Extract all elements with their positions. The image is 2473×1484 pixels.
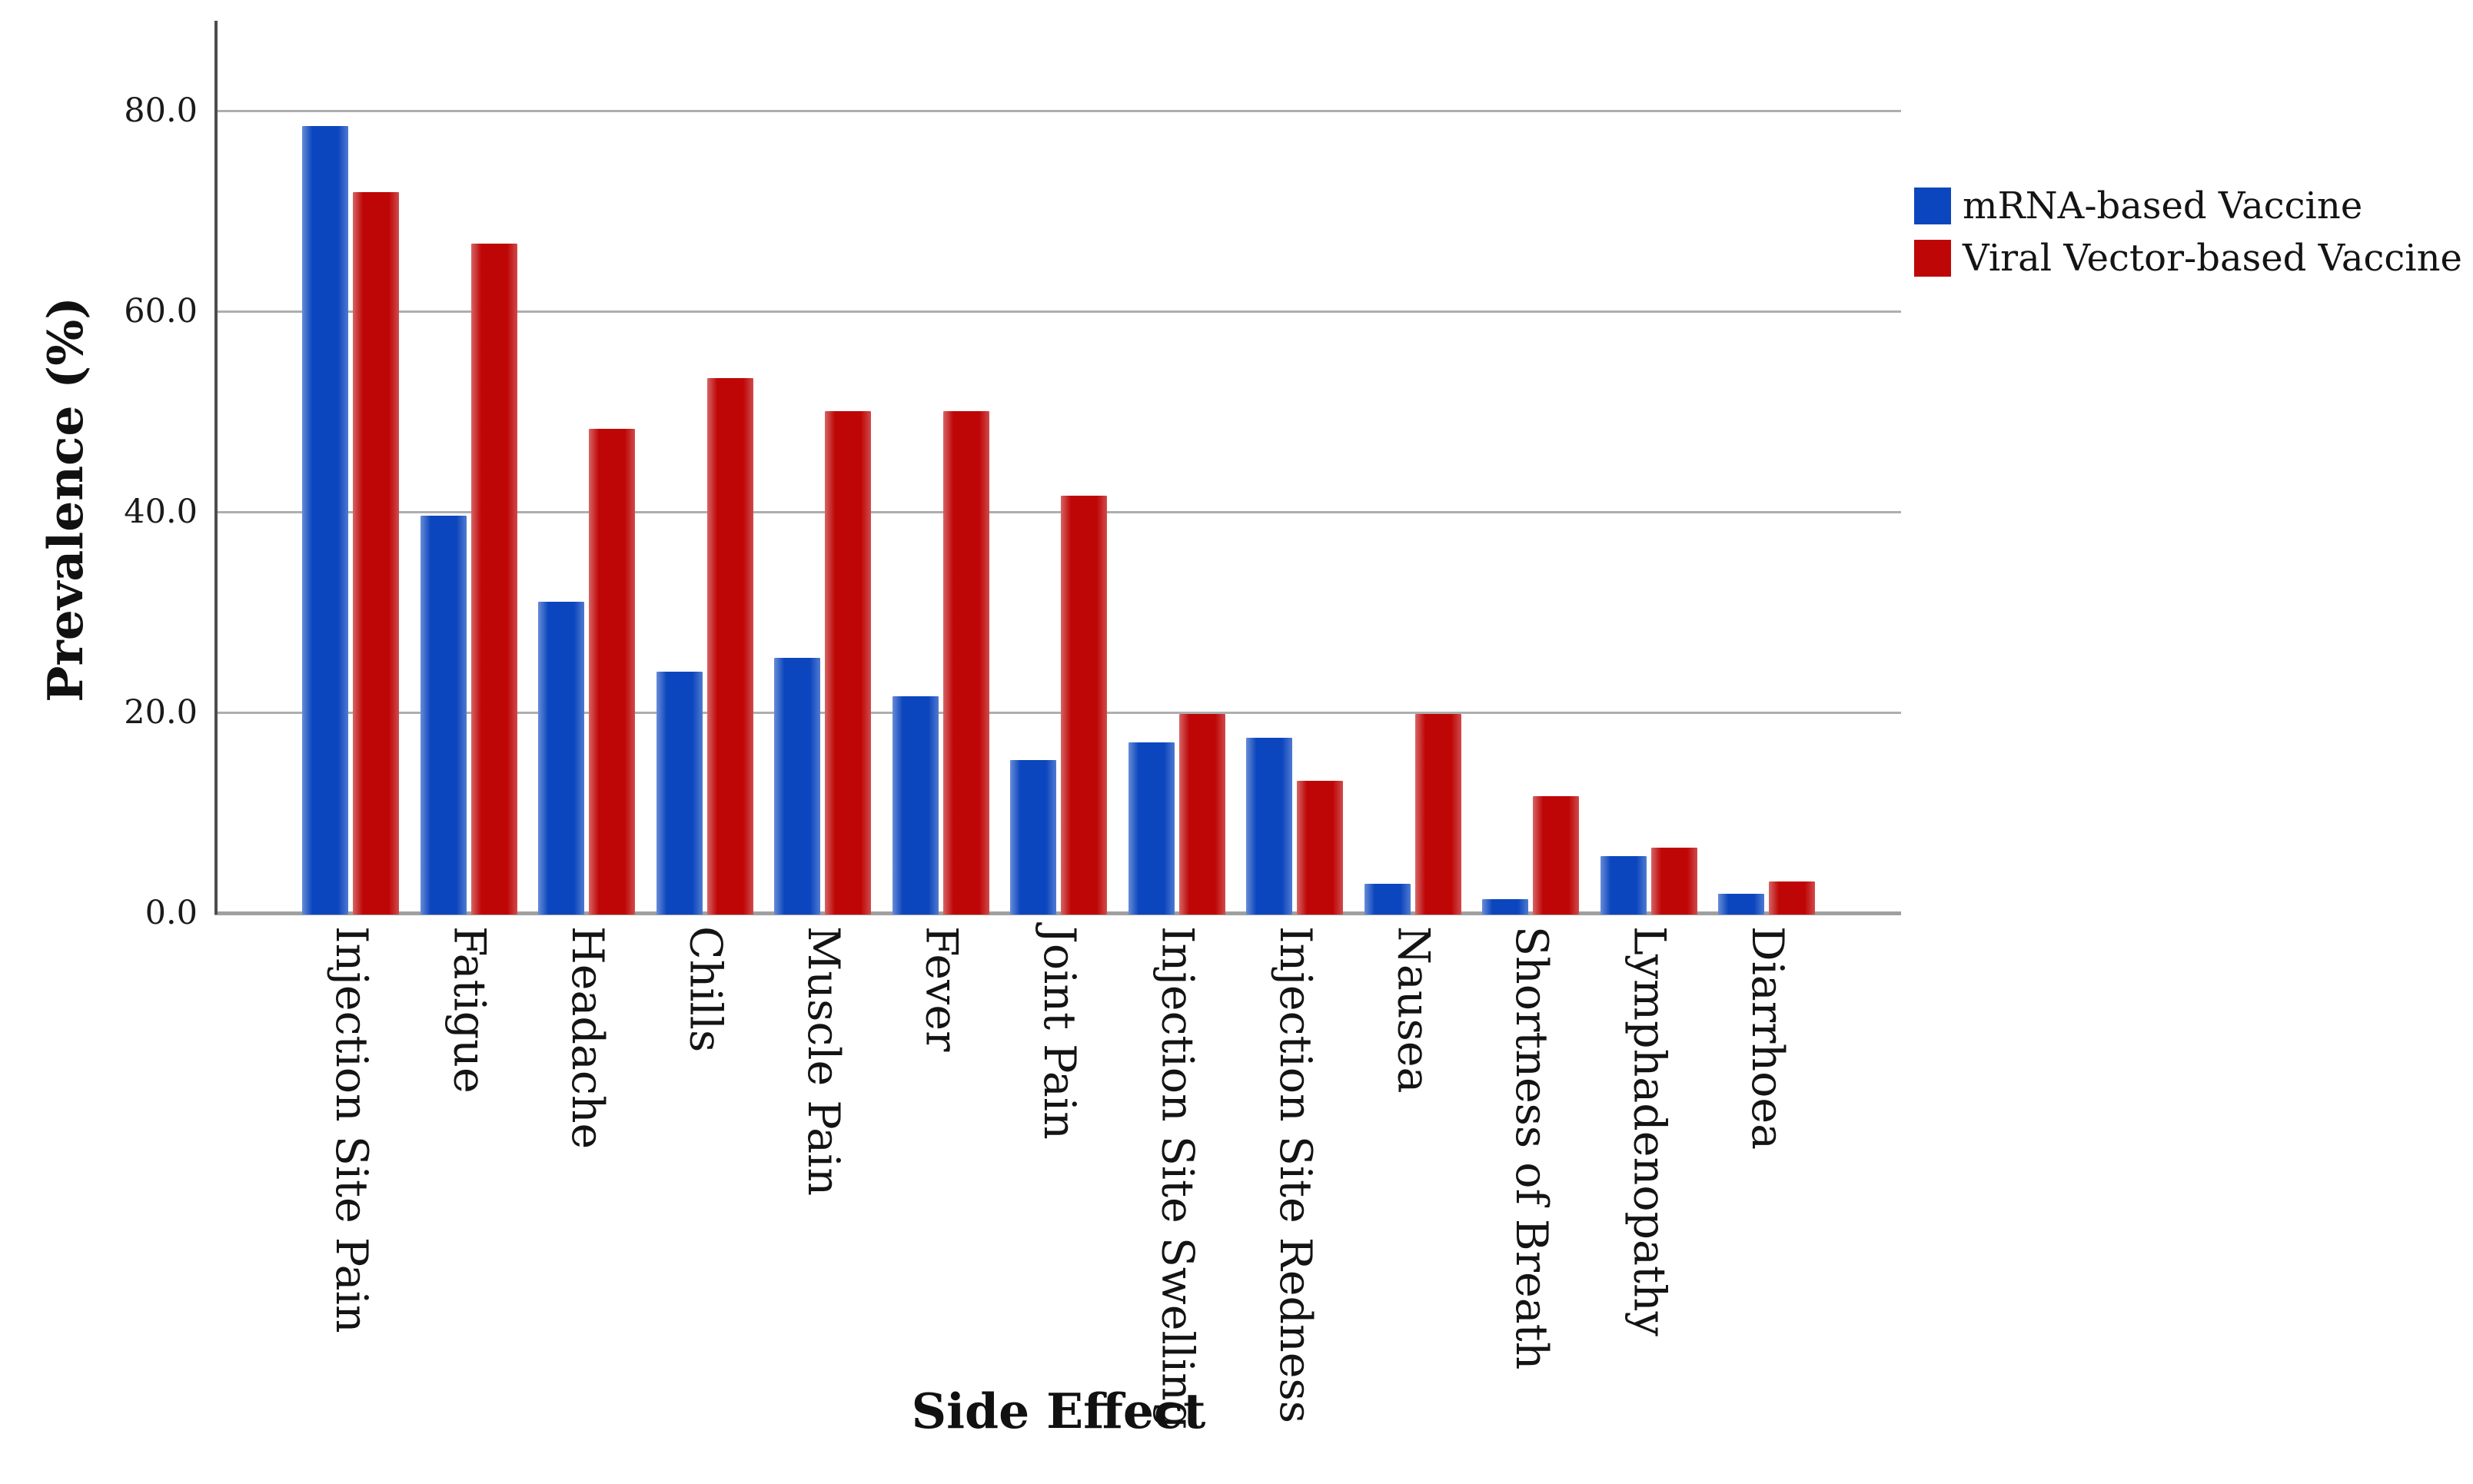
bar-viral-vector-headache <box>589 429 635 915</box>
legend-label-mrna: mRNA-based Vaccine <box>1963 184 2363 227</box>
x-axis-baseline <box>214 911 1901 915</box>
legend-item-mrna: mRNA-based Vaccine <box>1914 188 2462 224</box>
bar-mrna-diarrhoea <box>1718 893 1764 915</box>
y-tick-label-0.0: 0.0 <box>145 894 198 932</box>
y-tick-label-20.0: 20.0 <box>124 693 198 732</box>
bar-mrna-injection-site-pain <box>302 126 348 915</box>
y-axis-line <box>214 21 218 915</box>
bar-viral-vector-nausea <box>1414 714 1461 915</box>
y-tick-label-80.0: 80.0 <box>124 91 198 130</box>
category-label-injection-site-swelling: Injection Site Swelling <box>1152 926 1203 1429</box>
category-label-headache: Headache <box>561 926 613 1150</box>
category-label-muscle-pain: Muscle Pain <box>797 926 849 1197</box>
category-label-joint-pain: Joint Pain <box>1033 926 1085 1140</box>
bar-viral-vector-fever <box>942 410 989 915</box>
y-tick-label-40.0: 40.0 <box>124 493 198 531</box>
legend: mRNA-based Vaccine Viral Vector-based Va… <box>1914 188 2462 292</box>
bar-mrna-nausea <box>1364 883 1411 915</box>
y-tick-label-60.0: 60.0 <box>124 292 198 330</box>
legend-swatch-viral-vector-icon <box>1914 240 1951 277</box>
category-label-fever: Fever <box>916 926 967 1052</box>
gridline-60 <box>216 310 1901 313</box>
bar-viral-vector-diarrhoea <box>1769 881 1815 915</box>
bar-viral-vector-injection-site-swelling <box>1178 714 1225 915</box>
bar-mrna-shortness-of-breath <box>1482 899 1528 915</box>
category-label-diarrhoea: Diarrhoea <box>1741 926 1793 1150</box>
category-label-lymphadenopathy: Lymphadenopathy <box>1624 926 1675 1336</box>
bar-viral-vector-lymphadenopathy <box>1650 847 1697 915</box>
bar-viral-vector-fatigue <box>470 243 517 915</box>
legend-swatch-mrna-icon <box>1914 188 1951 224</box>
category-label-shortness-of-breath: Shortness of Breath <box>1505 926 1557 1370</box>
category-label-injection-site-pain: Injection Site Pain <box>325 926 377 1333</box>
legend-label-viral-vector: Viral Vector-based Vaccine <box>1963 237 2462 280</box>
gridline-80 <box>216 109 1901 112</box>
category-label-injection-site-redness: Injection Site Redness <box>1269 926 1321 1423</box>
bar-viral-vector-chills <box>706 377 753 915</box>
bar-mrna-headache <box>538 601 584 915</box>
gridline-20 <box>216 711 1901 714</box>
bar-viral-vector-muscle-pain <box>825 410 871 915</box>
bar-viral-vector-joint-pain <box>1061 495 1107 915</box>
bar-mrna-joint-pain <box>1010 760 1056 915</box>
bar-viral-vector-injection-site-redness <box>1297 781 1343 915</box>
bar-mrna-muscle-pain <box>774 657 820 915</box>
bar-mrna-injection-site-swelling <box>1128 742 1175 915</box>
category-label-chills: Chills <box>680 926 731 1053</box>
gridline-40 <box>216 510 1901 513</box>
x-axis-title: Side Effect <box>911 1383 1206 1439</box>
bar-mrna-chills <box>656 672 703 915</box>
bar-mrna-fatigue <box>420 515 467 915</box>
bar-viral-vector-injection-site-pain <box>353 192 399 915</box>
bar-mrna-fever <box>892 696 939 915</box>
category-label-fatigue: Fatigue <box>444 926 495 1094</box>
bar-mrna-injection-site-redness <box>1246 738 1292 915</box>
bar-mrna-lymphadenopathy <box>1600 856 1647 915</box>
legend-item-viral-vector: Viral Vector-based Vaccine <box>1914 240 2462 277</box>
category-label-nausea: Nausea <box>1388 926 1439 1094</box>
bar-viral-vector-shortness-of-breath <box>1533 796 1579 915</box>
